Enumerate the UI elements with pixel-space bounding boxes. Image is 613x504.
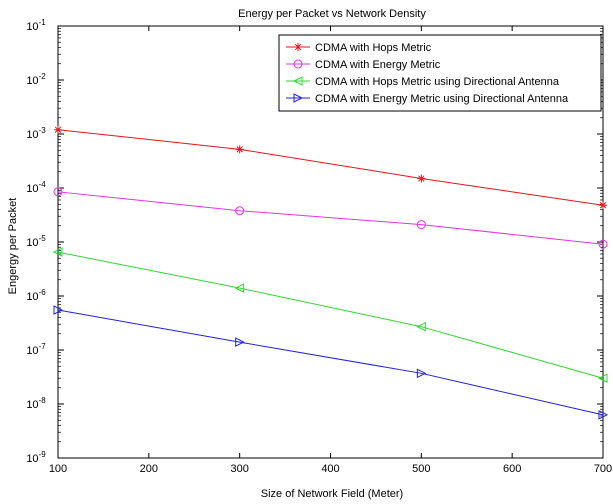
series-3-point — [52, 247, 63, 257]
y-tick-exponent: -6 — [39, 288, 47, 297]
y-tick-base: 10 — [26, 399, 38, 411]
series-3-point — [234, 283, 245, 293]
y-tick-exponent: -7 — [39, 342, 47, 351]
series-4-point — [53, 305, 64, 315]
y-tick-label: 10-7 — [26, 342, 46, 357]
y-tick-label: 10-6 — [26, 288, 46, 303]
series-3-point — [597, 373, 608, 384]
y-tick-exponent: -1 — [39, 18, 47, 27]
series-2-point — [416, 220, 426, 230]
legend-label-1: CDMA with Hops Metric — [315, 42, 432, 54]
series-1-point — [599, 201, 607, 210]
legend-label-2: CDMA with Energy Metric — [315, 59, 441, 71]
y-tick-base: 10 — [26, 291, 38, 303]
y-tick-label: 10-9 — [26, 450, 46, 465]
series-4-point — [598, 410, 609, 420]
legend-label-4: CDMA with Energy Metric using Directiona… — [315, 93, 569, 105]
y-tick-label: 10-2 — [26, 72, 46, 87]
series-1-point — [417, 174, 426, 183]
series-2-point — [53, 187, 63, 197]
chart-title: Energy per Packet vs Network Density — [238, 8, 426, 20]
y-tick-label: 10-5 — [26, 234, 46, 249]
y-tick-exponent: -8 — [39, 396, 47, 405]
y-axis-label: Engergy per Packet — [7, 198, 19, 295]
y-tick-exponent: -2 — [39, 72, 47, 81]
y-tick-base: 10 — [26, 183, 38, 195]
y-tick-label: 10-4 — [26, 180, 46, 195]
y-tick-base: 10 — [26, 129, 38, 141]
y-tick-exponent: -9 — [39, 450, 47, 459]
series-line-3 — [57, 251, 604, 379]
series-1-point — [54, 125, 62, 134]
y-tick-label: 10-1 — [26, 18, 46, 33]
x-tick-label: 100 — [49, 463, 67, 475]
series-4-point — [416, 368, 427, 379]
y-tick-base: 10 — [26, 237, 38, 249]
legend-marker-4 — [293, 93, 304, 103]
series-line-2 — [57, 191, 604, 245]
x-tick-label: 400 — [321, 463, 339, 475]
y-tick-base: 10 — [26, 453, 38, 465]
y-tick-base: 10 — [26, 75, 38, 87]
y-tick-base: 10 — [26, 21, 38, 33]
series-1-point — [235, 145, 244, 154]
legend: CDMA with Hops Metric CDMA with Energy Me… — [278, 34, 602, 112]
y-tick-label: 10-8 — [26, 396, 46, 411]
series-3-point — [416, 321, 426, 332]
series-2-point — [235, 206, 245, 216]
legend-marker-1 — [294, 43, 302, 51]
y-tick-exponent: -4 — [39, 180, 47, 189]
series-line-1 — [57, 129, 604, 206]
series-line-4 — [57, 309, 604, 416]
y-tick-exponent: -3 — [39, 126, 47, 135]
x-tick-label: 200 — [140, 463, 158, 475]
x-tick-label: 600 — [503, 463, 521, 475]
series-lines — [52, 125, 609, 420]
series-2-point — [598, 239, 608, 249]
series-4-point — [235, 337, 245, 347]
legend-marker-2 — [293, 59, 303, 69]
y-tick-exponent: -5 — [39, 234, 47, 243]
x-tick-label: 500 — [412, 463, 430, 475]
x-axis-label: Size of Network Field (Meter) — [261, 488, 403, 500]
legend-marker-3 — [292, 76, 303, 86]
legend-label-3: CDMA with Hops Metric using Directional … — [315, 76, 560, 88]
y-tick-label: 10-3 — [26, 126, 46, 141]
y-tick-base: 10 — [26, 345, 38, 357]
x-tick-label: 700 — [594, 463, 612, 475]
legend-box — [278, 34, 602, 112]
x-tick-label: 300 — [230, 463, 248, 475]
